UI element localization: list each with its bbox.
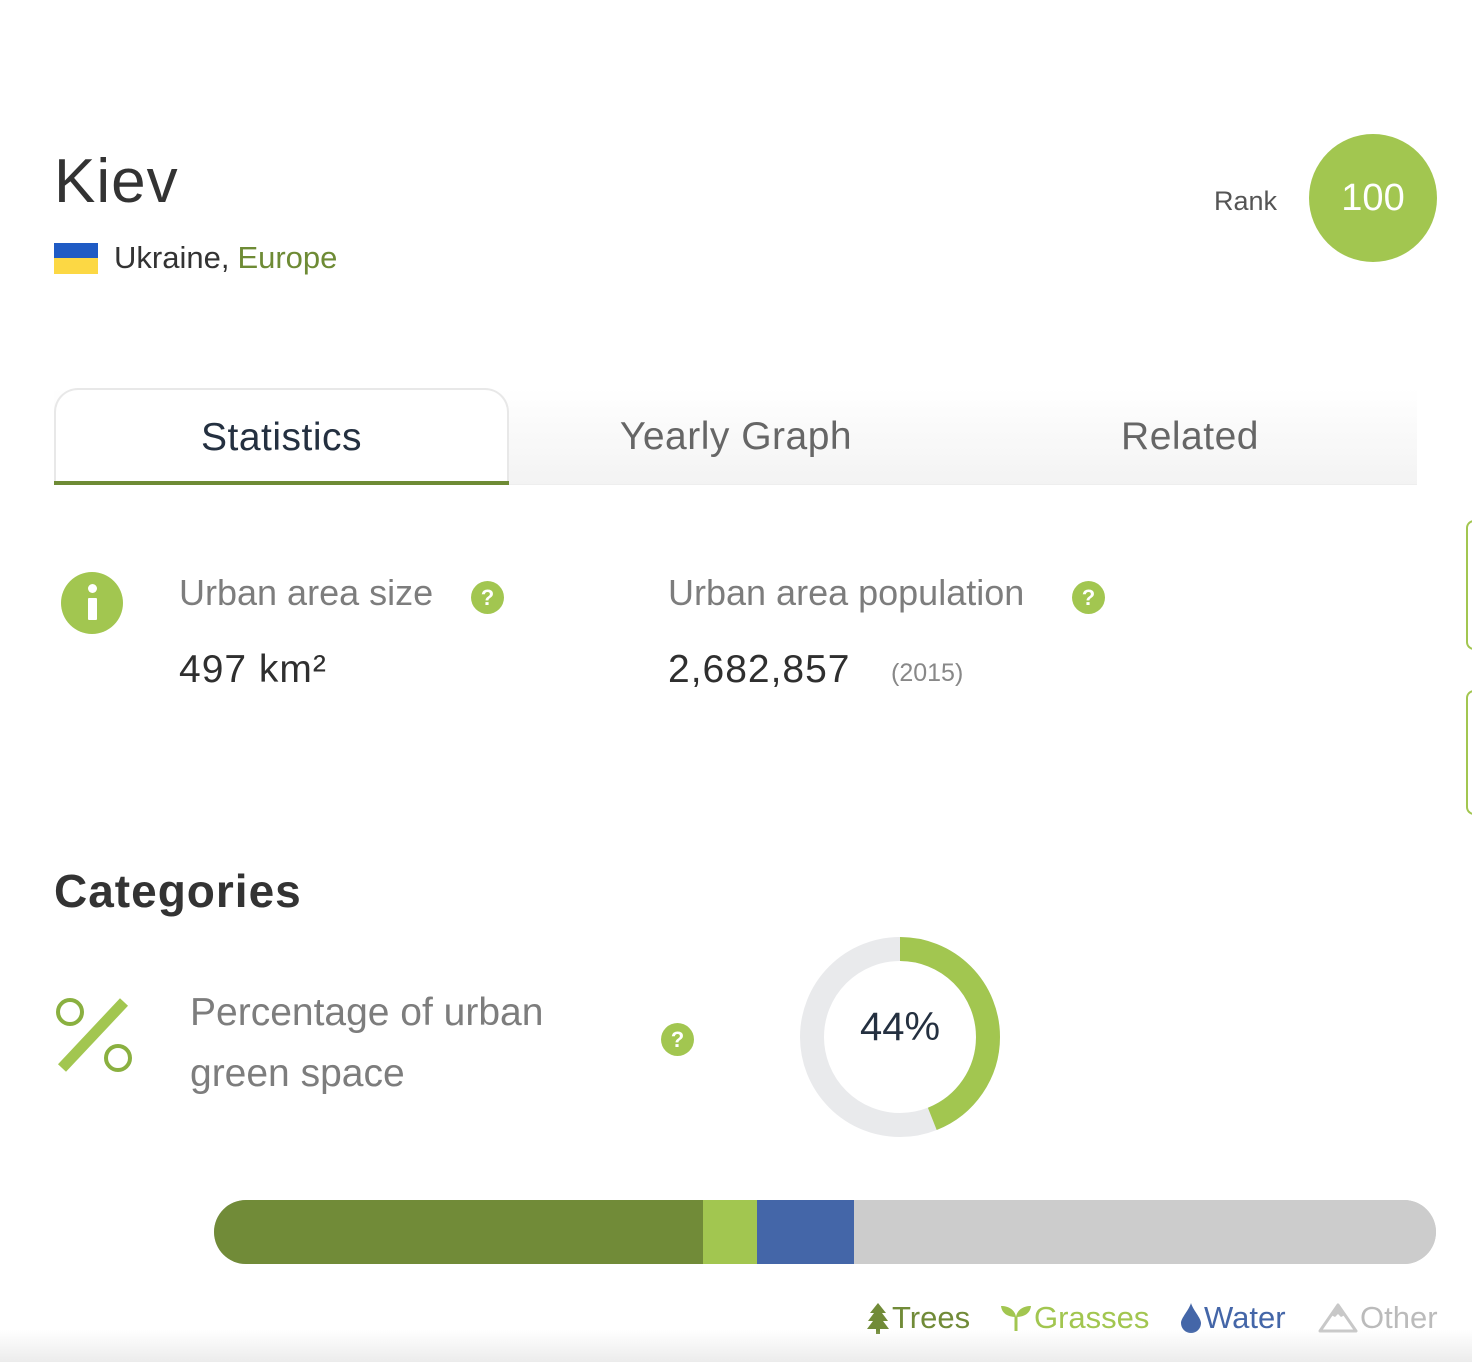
urban-population-label: Urban area population [668,572,1025,613]
water-drop-icon [1181,1303,1201,1333]
composition-segment-trees [214,1200,703,1264]
composition-segment-other [854,1200,1436,1264]
legend-item-grasses[interactable]: Grasses [1000,1300,1149,1336]
legend-label: Trees [892,1300,971,1335]
rank-label: Rank [1214,186,1278,216]
help-icon[interactable]: ? [1072,581,1105,614]
location-line: Ukraine, Europe [54,240,337,276]
tab-bar: Statistics Yearly Graph Related [54,388,1417,485]
help-icon[interactable]: ? [661,1023,694,1056]
urban-area-size-value: 497 km² [179,648,327,691]
legend-label: Grasses [1034,1300,1150,1335]
city-title: Kiev [54,147,179,216]
sprout-icon [1001,1306,1031,1331]
tab-yearly-graph[interactable]: Yearly Graph [619,414,853,458]
region-link[interactable]: Europe [237,240,338,275]
info-icon [61,572,123,634]
legend-item-water[interactable]: Water [1180,1300,1286,1336]
composition-segment-grasses [702,1200,757,1264]
green-space-label: Percentage of urban green space [190,991,544,1095]
green-space-arc [800,937,1000,1137]
legend-item-trees[interactable]: Trees [866,1300,970,1336]
urban-population-value: 2,682,857 [668,648,851,691]
legend-item-other[interactable]: Other [1318,1300,1438,1336]
urban-area-size-label: Urban area size [179,572,434,613]
help-icon[interactable]: ? [471,581,504,614]
population-year: (2015) [891,659,964,687]
mountain-icon [1318,1303,1358,1333]
categories-title: Categories [54,865,302,917]
green-space-percent: 44% [859,1005,941,1049]
bottom-fade [0,1330,1472,1362]
percent-icon [56,998,132,1072]
green-space-donut [800,937,1000,1137]
side-panel-tab[interactable] [1466,690,1472,815]
side-panel-tab[interactable] [1466,520,1472,650]
legend-label: Other [1360,1300,1438,1335]
tab-related[interactable]: Related [1121,414,1259,458]
legend-label: Water [1204,1300,1286,1335]
rank-badge: 100 [1309,134,1437,262]
composition-segment-water [756,1200,855,1264]
composition-bar [214,1200,1436,1264]
tab-statistics[interactable]: Statistics [54,388,509,485]
country-name: Ukraine, [114,240,230,275]
ukraine-flag-icon [54,242,98,274]
